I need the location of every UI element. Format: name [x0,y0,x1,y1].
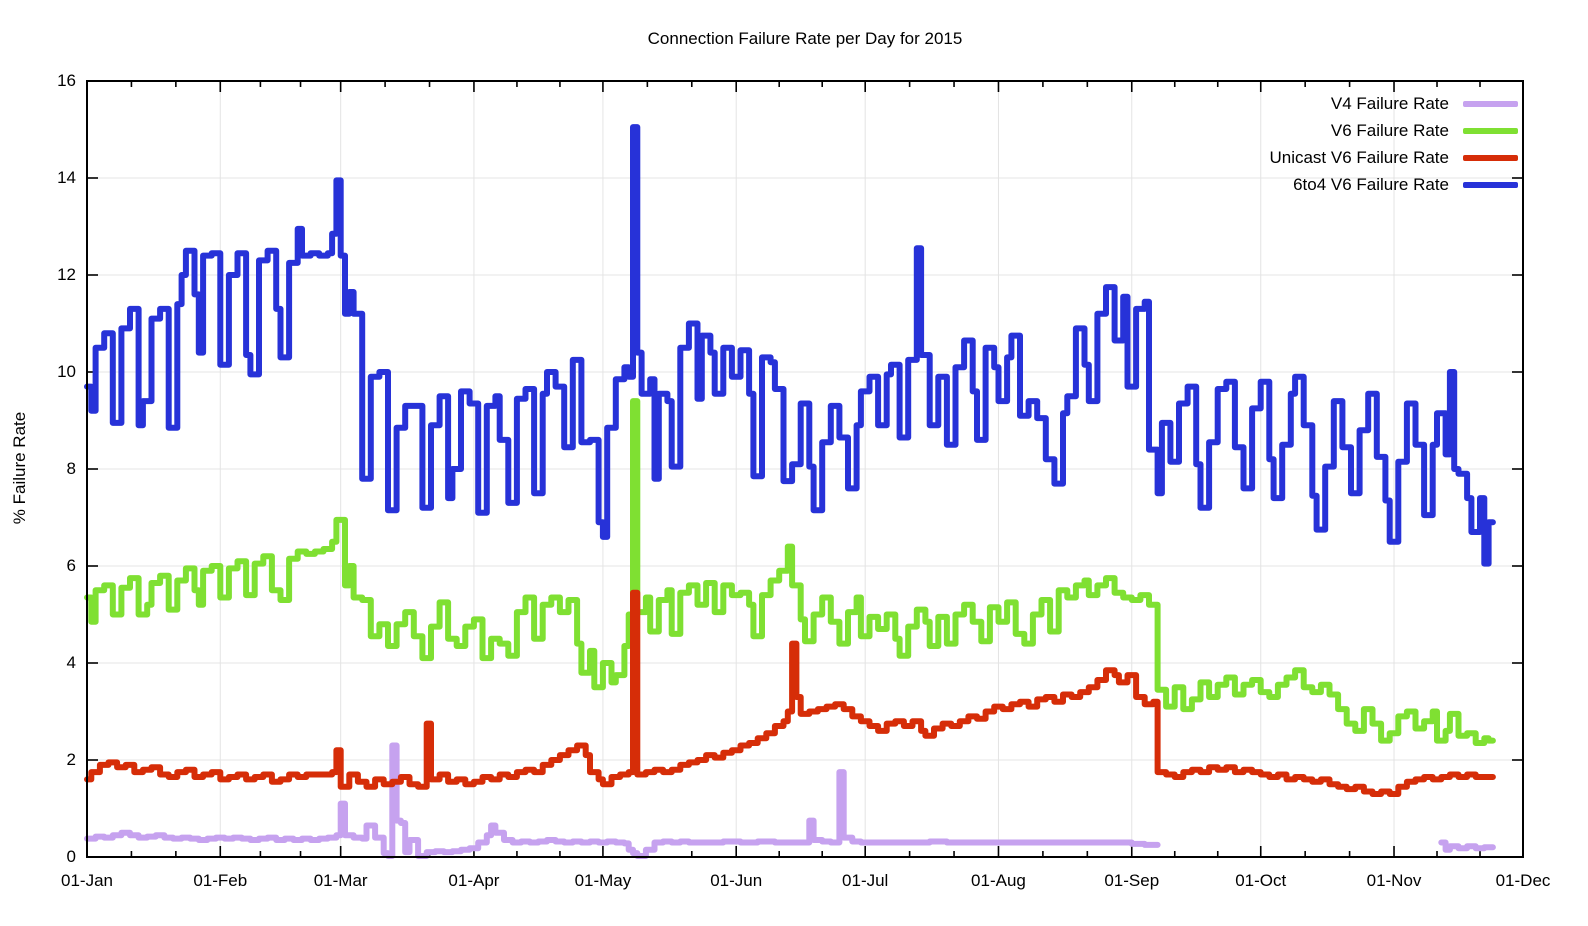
legend-label: V6 Failure Rate [1330,120,1449,140]
v4-failure-rate-swatch [1463,100,1518,107]
unicast-v6-failure-rate-swatch [1463,154,1518,161]
y-tick-label: 12 [57,265,76,284]
y-tick-label: 14 [57,168,76,187]
y-tick-label: 0 [66,847,76,866]
y-tick-label: 16 [57,71,76,90]
x-tick-label: 01-Apr [448,871,500,890]
legend-label: V4 Failure Rate [1330,93,1449,113]
legend: V4 Failure Rate V6 Failure Rate Unicast V6… [1269,90,1518,198]
x-tick-label: 01-Jun [710,871,763,890]
legend-entry: Unicast V6 Failure Rate [1269,144,1518,171]
x-tick-label: 01-Feb [193,871,248,890]
x-tick-label: 01-Nov [1366,871,1422,890]
series-line-unicast-v6-failure-rate [84,589,1496,797]
x-tick-label: 01-May [574,871,632,890]
x-tick-label: 01-Sep [1104,871,1160,890]
x-tick-label: 01-Dec [1495,871,1551,890]
series-line-v4-failure-rate [1438,839,1496,853]
legend-label: 6to4 V6 Failure Rate [1293,174,1449,194]
legend-entry: V4 Failure Rate [1269,90,1518,117]
x-tick-label: 01-Jul [842,871,889,890]
legend-entry: V6 Failure Rate [1269,117,1518,144]
legend-entry: 6to4 V6 Failure Rate [1269,171,1518,198]
x-tick-label: 01-Mar [313,871,368,890]
y-tick-label: 2 [66,750,76,769]
x-tick-label: 01-Oct [1235,871,1287,890]
y-axis-title: % Failure Rate [10,411,29,525]
x-tick-label: 01-Jan [61,871,113,890]
v6-failure-rate-swatch [1463,127,1518,134]
plot-border [86,80,1524,858]
series-line-6to4-v6-failure-rate [84,124,1496,567]
y-tick-label: 4 [66,653,76,672]
chart-title: Connection Failure Rate per Day for 2015 [647,29,963,48]
series-line-v4-failure-rate [84,742,1161,859]
6to4-v6-failure-rate-swatch [1463,181,1518,188]
y-tick-label: 10 [57,362,76,381]
y-tick-label: 6 [66,556,76,575]
series-line-v6-failure-rate [84,398,1496,746]
y-tick-label: 8 [66,459,76,478]
legend-label: Unicast V6 Failure Rate [1269,147,1449,167]
x-tick-label: 01-Aug [971,871,1026,890]
